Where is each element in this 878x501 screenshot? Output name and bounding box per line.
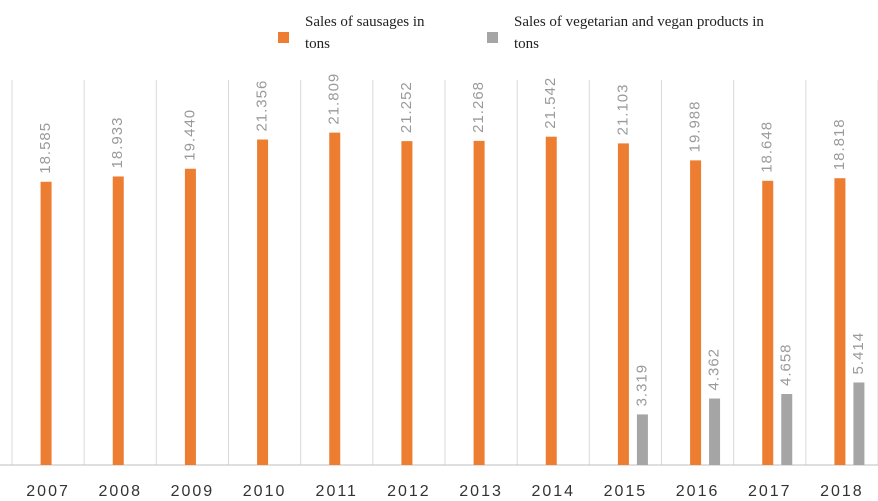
x-tick-label: 2012 <box>387 483 431 500</box>
bar <box>636 414 648 465</box>
data-label: 18.585 <box>37 122 54 174</box>
bar <box>329 132 341 465</box>
bar <box>473 140 485 466</box>
bar <box>853 382 865 465</box>
data-label: 21.103 <box>614 83 631 135</box>
data-label: 21.252 <box>398 81 415 133</box>
bar <box>762 180 774 465</box>
x-tick-label: 2009 <box>171 483 215 500</box>
legend-label: Sales of sausages in tons <box>305 14 425 52</box>
data-label: 4.362 <box>706 348 723 391</box>
data-label: 18.648 <box>759 121 776 173</box>
data-label: 18.933 <box>109 117 126 169</box>
data-label: 21.809 <box>326 73 343 125</box>
x-tick-label: 2011 <box>316 483 358 500</box>
data-label: 21.268 <box>470 81 487 133</box>
legend-label: Sales of vegetarian and vegan products i… <box>514 14 764 52</box>
x-tick-label: 2010 <box>243 483 287 500</box>
data-label: 21.542 <box>542 77 559 129</box>
data-label: 19.440 <box>181 109 198 161</box>
bar <box>401 141 413 466</box>
bar <box>184 168 196 465</box>
x-tick-label: 2016 <box>676 483 720 500</box>
legend-swatch <box>278 32 289 43</box>
data-label: 4.658 <box>778 343 795 386</box>
bar <box>257 139 269 466</box>
bar <box>617 143 629 466</box>
x-tick-label: 2014 <box>531 483 575 500</box>
x-tick-label: 2007 <box>26 483 70 500</box>
bar <box>112 176 124 466</box>
x-tick-label: 2013 <box>459 483 503 500</box>
bar <box>690 160 702 465</box>
data-label: 18.818 <box>831 118 848 170</box>
data-label: 5.414 <box>850 332 867 375</box>
data-label: 21.356 <box>254 80 271 132</box>
bar <box>40 181 52 466</box>
x-tick-label: 2017 <box>748 483 792 500</box>
bar <box>545 136 557 465</box>
bar <box>709 398 721 465</box>
legend-swatch <box>487 32 498 43</box>
x-tick-label: 2015 <box>604 483 648 500</box>
x-tick-label: 2018 <box>820 483 864 500</box>
bar <box>834 178 846 465</box>
x-tick-label: 2008 <box>98 483 142 500</box>
data-label: 3.319 <box>633 364 650 407</box>
bar <box>781 394 793 465</box>
data-label: 19.988 <box>687 100 704 152</box>
